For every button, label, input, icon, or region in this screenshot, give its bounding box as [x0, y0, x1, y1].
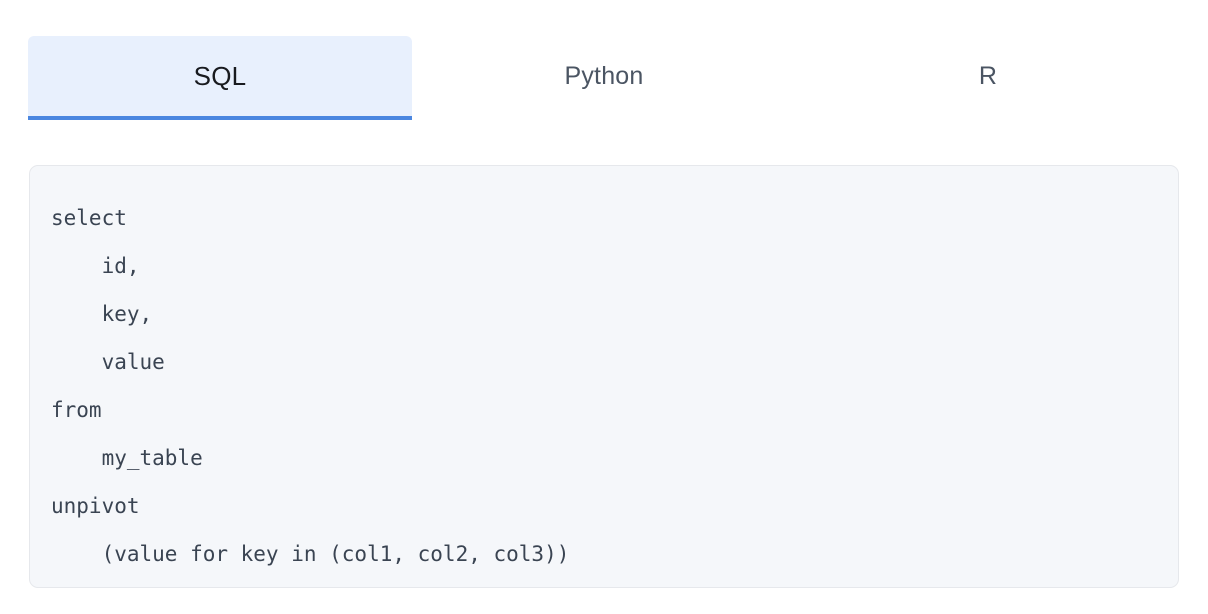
tab-r[interactable]: R — [796, 36, 1180, 116]
code-line: (value for key in (col1, col2, col3)) — [51, 542, 570, 566]
code-line: id, — [51, 254, 140, 278]
code-line: my_table — [51, 446, 203, 470]
language-tab-bar: SQL Python R — [28, 36, 1180, 120]
tab-python[interactable]: Python — [412, 36, 796, 116]
code-line: from — [51, 398, 102, 422]
tab-python-label: Python — [564, 61, 644, 90]
code-line: select — [51, 206, 127, 230]
tab-active-underline — [28, 116, 412, 120]
code-line: unpivot — [51, 494, 140, 518]
tab-sql-label: SQL — [193, 61, 247, 91]
code-line: key, — [51, 302, 153, 326]
code-line: value — [51, 350, 165, 374]
tab-sql[interactable]: SQL — [28, 36, 412, 120]
tab-r-label: R — [978, 61, 998, 90]
